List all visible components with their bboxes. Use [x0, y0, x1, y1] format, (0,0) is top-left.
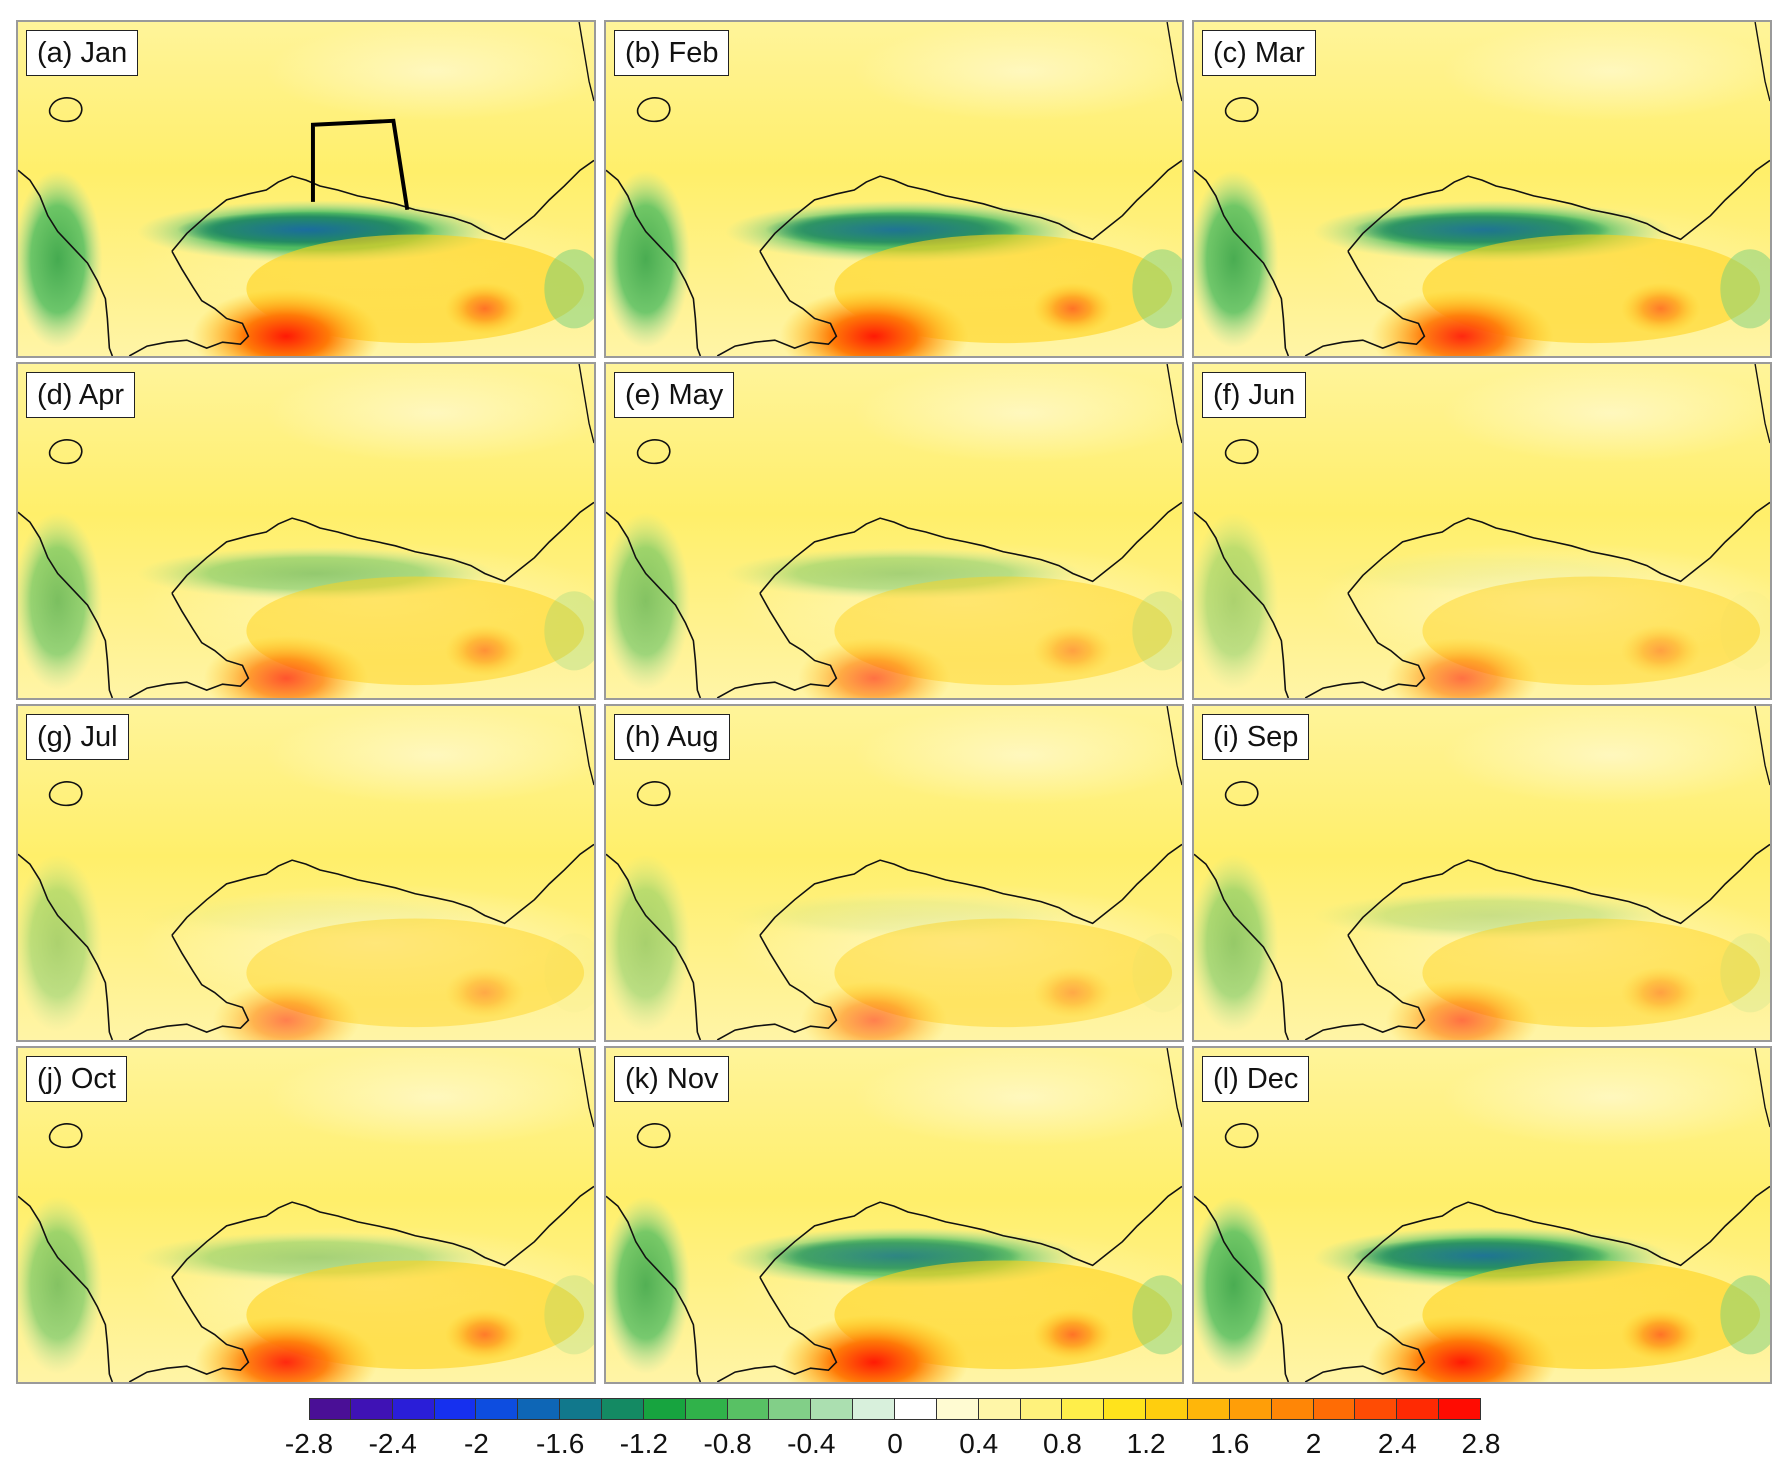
colorbar-tick-label: 0 [887, 1428, 903, 1459]
panel-label: (i) Sep [1202, 714, 1310, 761]
colorbar-cell [434, 1398, 477, 1420]
colorbar-cell [1062, 1398, 1105, 1420]
colorbar-cell [1188, 1398, 1230, 1420]
colorbar-tick-label: 0.4 [959, 1428, 999, 1459]
map-field-nov [606, 1048, 1182, 1382]
panel-label: (a) Jan [26, 30, 139, 77]
colorbar [309, 1398, 1481, 1422]
map-field-may [606, 364, 1182, 698]
map-panel-dec: (l) Dec [1192, 1046, 1772, 1384]
panel-label: (b) Feb [614, 30, 730, 77]
map-panel-apr: (d) Apr [16, 362, 596, 700]
colorbar-tick-label: -1.2 [619, 1428, 668, 1459]
colorbar-tick-label: 2.8 [1461, 1428, 1501, 1459]
colorbar-cell [811, 1398, 854, 1420]
colorbar-cell [643, 1398, 686, 1420]
colorbar-tick-label: 0.8 [1042, 1428, 1082, 1459]
panel-label: (j) Oct [26, 1056, 127, 1103]
panel-label: (g) Jul [26, 714, 129, 761]
colorbar-cell [895, 1398, 937, 1420]
colorbar-cell [1355, 1398, 1398, 1420]
map-panel-jun: (f) Jun [1192, 362, 1772, 700]
colorbar-tick-label: 2.4 [1377, 1428, 1417, 1459]
colorbar-tick-label: -2 [463, 1428, 489, 1459]
colorbar-tick-label: -0.8 [703, 1428, 752, 1459]
study-region-box [310, 118, 410, 211]
colorbar-tick-label: -2.4 [368, 1428, 417, 1459]
map-field-oct [18, 1048, 594, 1382]
map-panel-feb: (b) Feb [604, 20, 1184, 358]
panel-label: (c) Mar [1202, 30, 1316, 77]
colorbar-cell [727, 1398, 770, 1420]
map-field-jan [18, 22, 594, 356]
colorbar-tick-label: -2.8 [284, 1428, 334, 1459]
panel-label: (f) Jun [1202, 372, 1307, 419]
map-panel-oct: (j) Oct [16, 1046, 596, 1384]
panel-label: (l) Dec [1202, 1056, 1310, 1103]
map-panel-jan: (a) Jan [16, 20, 596, 358]
panel-label: (e) May [614, 372, 735, 419]
map-field-sep [1194, 706, 1770, 1040]
map-field-mar [1194, 22, 1770, 356]
colorbar-ticks: -2.8 -2.4 -2 -1.6 -1.2 -0.8 -0.4 0 0.4 0.8 1.2 1.6 2… [285, 1422, 1501, 1462]
colorbar-cell [1229, 1398, 1272, 1420]
colorbar-cell [1313, 1398, 1356, 1420]
colorbar-cell [1146, 1398, 1188, 1420]
colorbar-tick-label: 1.6 [1210, 1428, 1250, 1459]
colorbar-cell [936, 1398, 979, 1420]
map-field-jul [18, 706, 594, 1040]
colorbar-cell [978, 1398, 1021, 1420]
colorbar-cell [602, 1398, 644, 1420]
map-field-aug [606, 706, 1182, 1040]
panel-label: (h) Aug [614, 714, 730, 761]
colorbar-cell [476, 1398, 519, 1420]
colorbar-cell [560, 1398, 602, 1420]
colorbar-cell [1439, 1398, 1481, 1420]
map-panel-sep: (i) Sep [1192, 704, 1772, 1042]
colorbar-cell [1104, 1398, 1147, 1420]
map-field-dec [1194, 1048, 1770, 1382]
colorbar-cell [392, 1398, 435, 1420]
map-panel-jul: (g) Jul [16, 704, 596, 1042]
map-panel-aug: (h) Aug [604, 704, 1184, 1042]
map-field-feb [606, 22, 1182, 356]
map-field-apr [18, 364, 594, 698]
colorbar-tick-label: -0.4 [787, 1428, 836, 1459]
colorbar-tick-label: 2 [1305, 1428, 1322, 1459]
map-field-jun [1194, 364, 1770, 698]
colorbar-cell [1271, 1398, 1314, 1420]
colorbar-cell [685, 1398, 728, 1420]
colorbar-cell [309, 1398, 351, 1420]
map-panel-mar: (c) Mar [1192, 20, 1772, 358]
map-panel-may: (e) May [604, 362, 1184, 700]
colorbar-tick-label: -1.6 [536, 1428, 585, 1459]
colorbar-cell [1397, 1398, 1440, 1420]
colorbar-cell [1020, 1398, 1063, 1420]
colorbar-cell [518, 1398, 561, 1420]
colorbar-tick-label: 1.2 [1126, 1428, 1166, 1459]
panel-label: (d) Apr [26, 372, 136, 419]
map-panel-nov: (k) Nov [604, 1046, 1184, 1384]
colorbar-cell [769, 1398, 812, 1420]
monthly-map-grid: (a) Jan [16, 20, 1772, 1384]
colorbar-cell [853, 1398, 895, 1420]
panel-label: (k) Nov [614, 1056, 730, 1103]
colorbar-cell [350, 1398, 393, 1420]
